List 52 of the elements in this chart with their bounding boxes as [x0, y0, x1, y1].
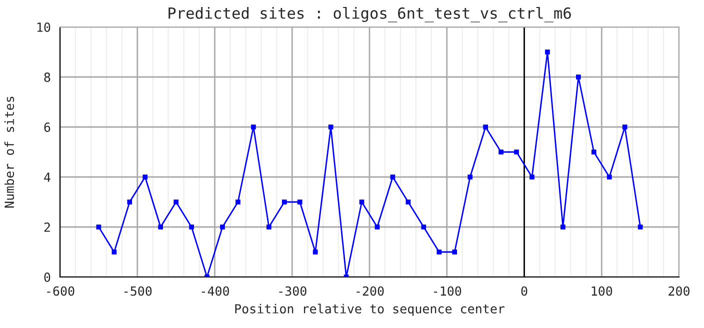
point: [251, 124, 256, 130]
point: [142, 174, 148, 180]
x-tick-label: -200: [356, 286, 384, 296]
point: [220, 224, 225, 230]
point: [606, 174, 612, 180]
point: [436, 250, 442, 254]
point: [530, 174, 534, 180]
x-tick-label: -300: [279, 286, 306, 296]
x-tick-label: 200: [668, 286, 690, 296]
point: [158, 224, 164, 230]
point: [560, 224, 566, 230]
x-axis-title: Position relative to sequence center: [235, 304, 504, 316]
point: [406, 200, 411, 204]
point: [390, 174, 396, 180]
point: [127, 200, 132, 204]
x-tick-label: -100: [434, 286, 462, 296]
point: [312, 250, 318, 254]
point: [545, 50, 550, 54]
y-tick-label: 4: [44, 172, 50, 182]
y-tick-label: 8: [44, 72, 50, 82]
point: [514, 150, 519, 154]
x-tick-label: -600: [47, 286, 74, 296]
x-tick-label: 0: [521, 286, 528, 296]
y-tick-label: 2: [44, 222, 50, 232]
point: [468, 174, 473, 180]
point: [483, 124, 488, 130]
y-tick-label: 10: [37, 22, 50, 32]
chart-title: Predicted sites : oligos_6nt_test_vs_ctrl_m6: [168, 6, 571, 22]
point: [282, 200, 287, 204]
point: [96, 224, 102, 230]
x-tick-label: 100: [592, 286, 612, 296]
x-tick-label: -400: [202, 286, 229, 296]
point: [576, 74, 581, 80]
point: [297, 200, 302, 204]
point: [452, 250, 458, 254]
point: [328, 124, 334, 130]
point: [622, 124, 628, 130]
point: [359, 200, 364, 204]
point: [236, 200, 240, 204]
point: [638, 224, 643, 230]
point: [189, 224, 194, 230]
y-tick-label: 0: [44, 272, 50, 282]
point: [421, 224, 426, 230]
y-tick-label: 6: [44, 122, 50, 132]
point: [374, 224, 380, 230]
point: [174, 200, 178, 204]
point: [498, 150, 504, 154]
y-axis-title: Number of sites: [4, 96, 14, 208]
point: [266, 224, 272, 230]
point: [591, 150, 596, 154]
point: [112, 250, 117, 254]
x-tick-label: -500: [124, 286, 152, 296]
